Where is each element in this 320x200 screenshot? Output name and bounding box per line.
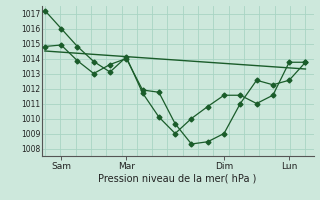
X-axis label: Pression niveau de la mer( hPa ): Pression niveau de la mer( hPa ) [99, 173, 257, 183]
